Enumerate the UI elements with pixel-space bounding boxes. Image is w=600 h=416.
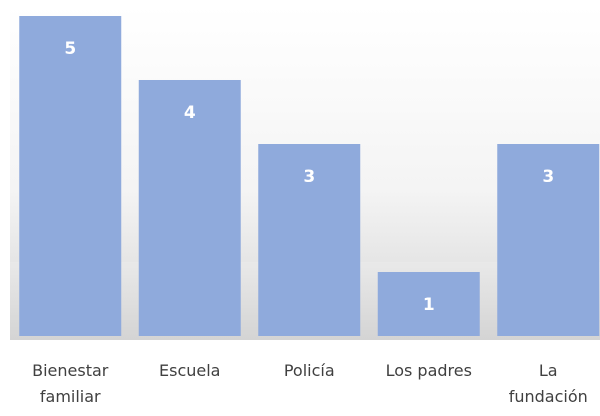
category-label-2: Policía (284, 361, 335, 380)
bars (19, 16, 600, 336)
data-label-2: 3 (303, 167, 315, 187)
bar-4 (497, 144, 600, 336)
bar-3 (377, 272, 480, 336)
bar-2 (258, 144, 361, 336)
data-label-1: 4 (184, 103, 196, 123)
data-label-4: 3 (542, 167, 554, 187)
bar-0 (19, 16, 122, 336)
category-label-4-line-1: fundación (509, 387, 588, 406)
category-label-4-line-0: La (539, 361, 558, 380)
bar-1 (138, 80, 241, 336)
category-labels: Bienestar familiar Escuela Policía Los padre… (32, 361, 588, 406)
category-label-1: Escuela (159, 361, 220, 380)
category-label-3: Los padres (386, 361, 472, 380)
data-labels: 5 4 3 1 3 (64, 39, 554, 315)
category-label-0-line-0: Bienestar (32, 361, 109, 380)
data-label-3: 1 (423, 295, 435, 315)
category-label-0-line-1: familiar (40, 387, 101, 406)
data-label-0: 5 (64, 39, 76, 59)
